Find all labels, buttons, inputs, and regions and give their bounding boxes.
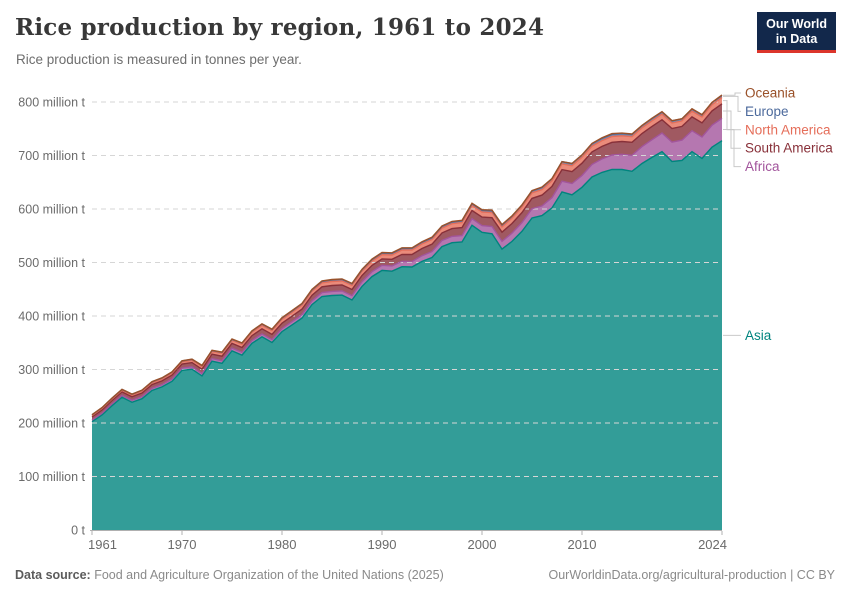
data-source-label: Data source: [15,568,91,582]
chart-subtitle: Rice production is measured in tonnes pe… [16,52,302,67]
area-stroke-oceania [91,94,723,416]
footer-link-license[interactable]: OurWorldinData.org/agricultural-producti… [549,568,836,582]
owid-logo-line2: in Data [775,32,818,46]
y-tick-label: 800 million t [18,96,85,110]
x-tick-label: 1990 [368,537,397,552]
license-link[interactable]: CC BY [796,568,835,582]
y-tick-label: 200 million t [18,417,85,431]
legend-label-north-america[interactable]: North America [745,122,831,137]
legend-label-oceania[interactable]: Oceania [745,86,796,101]
owid-logo-line1: Our World [766,17,827,31]
legend-connector [723,92,741,96]
x-tick-label: 2010 [568,537,597,552]
owid-url-link[interactable]: OurWorldinData.org/agricultural-producti… [548,568,787,582]
footer-separator: | [790,568,794,582]
area-asia[interactable] [92,140,722,530]
y-tick-label: 700 million t [18,149,85,163]
legend-label-europe[interactable]: Europe [745,104,789,119]
data-source-text[interactable]: Food and Agriculture Organization of the… [94,568,444,582]
legend-label-south-america[interactable]: South America [745,141,833,156]
x-tick-label: 1961 [88,537,117,552]
y-tick-label: 500 million t [18,256,85,270]
area-stroke-south-america [91,103,723,418]
data-source[interactable]: Data source: Food and Agriculture Organi… [15,568,444,582]
area-north-america[interactable] [92,97,722,417]
legend-connector [723,129,741,168]
legend-label-asia[interactable]: Asia [745,328,772,343]
x-tick-label: 2024 [698,537,727,552]
legend-connector [723,95,741,112]
y-tick-label: 300 million t [18,363,85,377]
area-stroke-asia [91,140,723,423]
area-south-america[interactable] [92,103,722,421]
x-tick-label: 1980 [268,537,297,552]
y-tick-label: 600 million t [18,203,85,217]
x-tick-label: 1970 [168,537,197,552]
legend-label-africa[interactable]: Africa [745,159,780,174]
y-tick-label: 100 million t [18,470,85,484]
y-tick-label: 0 t [71,524,85,538]
owid-logo[interactable]: Our World in Data [757,12,836,53]
area-stroke-africa [91,117,723,421]
page-title: Rice production by region, 1961 to 2024 [15,14,545,41]
x-tick-label: 2000 [468,537,497,552]
y-tick-label: 400 million t [18,310,85,324]
area-stroke-north-america [91,96,723,417]
